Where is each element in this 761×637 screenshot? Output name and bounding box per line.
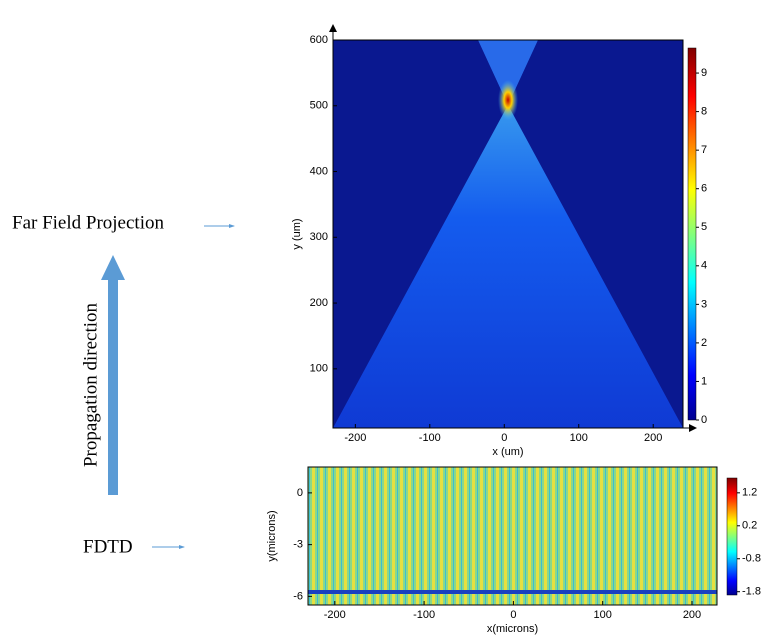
colorbar-tick-label: 0 <box>701 414 707 426</box>
plot-frame <box>307 466 718 606</box>
colorbar-tick-label: 3 <box>701 298 707 310</box>
y-axis-label: y(microns) <box>266 510 278 561</box>
y-tick-label: 600 <box>310 34 328 46</box>
colorbar <box>726 477 738 596</box>
x-tick-label: -200 <box>344 432 366 444</box>
x-tick-label: 200 <box>644 432 662 444</box>
far-field-image <box>333 40 683 428</box>
colorbar-tick-label: 1 <box>701 375 707 387</box>
propagation-label: Propagation direction <box>80 302 101 467</box>
colorbar-tick-label: 7 <box>701 144 707 156</box>
y-tick-label: 500 <box>310 100 328 112</box>
x-axis-label: x(microns) <box>487 623 538 635</box>
y-tick-label: 0 <box>297 487 303 499</box>
colorbar-tick-label: -1.8 <box>742 586 761 598</box>
propagation-arrow-shaft <box>108 280 118 495</box>
colorbar-tick-label: 0.2 <box>742 520 757 532</box>
colorbar-tick-label: 4 <box>701 260 707 272</box>
x-tick-label: 200 <box>683 609 701 621</box>
colorbar-tick-label: 9 <box>701 67 707 79</box>
colorbar-tick-label: 8 <box>701 106 707 118</box>
far-field-label: Far Field Projection <box>12 212 164 233</box>
colorbar-tick-label: 1.2 <box>742 487 757 499</box>
y-tick-label: 200 <box>310 297 328 309</box>
fdtd-label: FDTD <box>83 536 133 557</box>
x-tick-label: 0 <box>510 609 516 621</box>
colorbar-tick-label: -0.8 <box>742 553 761 565</box>
y-tick-label: 100 <box>310 363 328 375</box>
y-tick-label: 400 <box>310 165 328 177</box>
x-tick-label: 0 <box>501 432 507 444</box>
y-tick-label: -6 <box>293 590 303 602</box>
y-axis-label: y (um) <box>291 218 303 249</box>
x-tick-label: 100 <box>594 609 612 621</box>
fdtd-image <box>308 467 717 605</box>
y-tick-label: 300 <box>310 231 328 243</box>
colorbar-tick-label: 6 <box>701 183 707 195</box>
propagation-arrow-head <box>101 255 125 280</box>
x-tick-label: -200 <box>324 609 346 621</box>
colorbar-tick-label: 2 <box>701 337 707 349</box>
x-tick-label: 100 <box>570 432 588 444</box>
x-tick-label: -100 <box>419 432 441 444</box>
y-tick-label: -3 <box>293 539 303 551</box>
colorbar <box>687 47 697 421</box>
colorbar-tick-label: 5 <box>701 221 707 233</box>
x-tick-label: -100 <box>413 609 435 621</box>
x-axis-label: x (um) <box>492 446 523 458</box>
